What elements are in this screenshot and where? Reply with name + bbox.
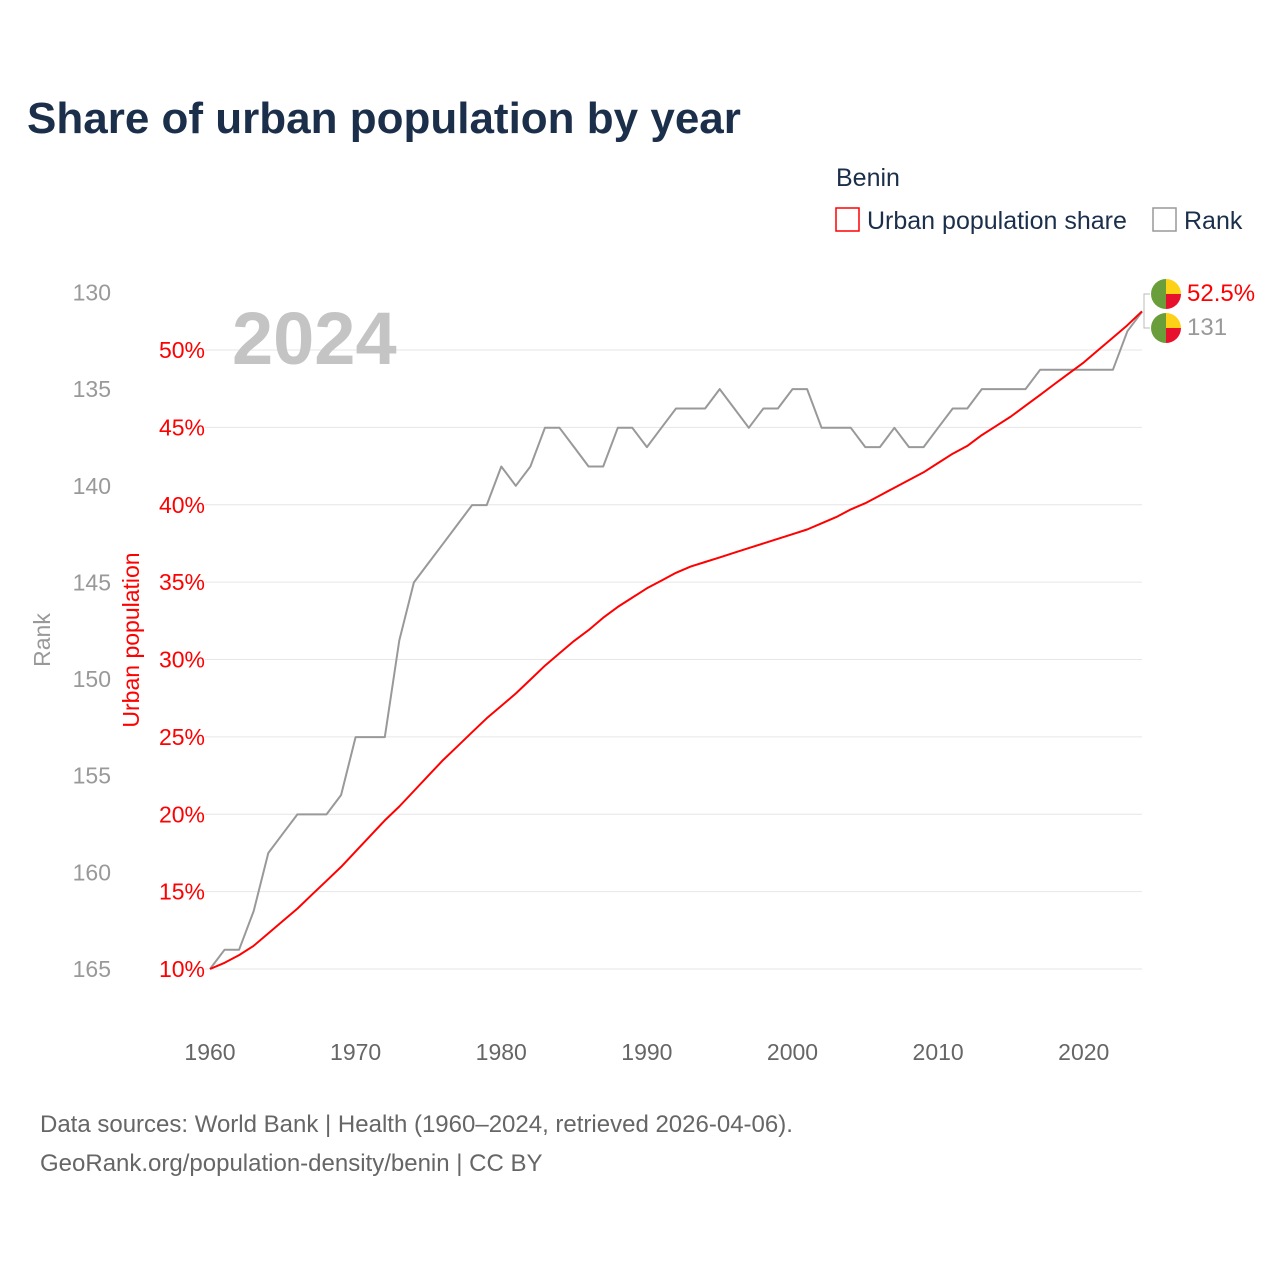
legend: Benin Urban population share Rank	[835, 164, 1243, 235]
pct-tick-label: 40%	[159, 492, 205, 518]
end-bracket	[1143, 293, 1150, 329]
legend-heading: Benin	[836, 164, 900, 192]
gridlines	[205, 349, 1142, 970]
rank-tick-label: 160	[73, 859, 111, 885]
year-tick-label: 1980	[476, 1039, 527, 1065]
end-label-rank: 131	[1187, 314, 1227, 341]
year-tick-label: 2000	[767, 1039, 818, 1065]
footer-attribution[interactable]: GeoRank.org/population-density/benin | C…	[40, 1150, 543, 1177]
rank-tick-label: 140	[73, 473, 111, 499]
rank-axis: 130 135 140 145 150 155 160 165	[73, 280, 111, 983]
rank-tick-label: 165	[73, 956, 111, 982]
chart-title: Share of urban population by year	[27, 94, 741, 143]
pct-tick-label: 20%	[159, 801, 205, 827]
footer-sources: Data sources: World Bank | Health (1960–…	[40, 1111, 793, 1138]
current-year-label: 2024	[232, 297, 397, 380]
rank-tick-label: 155	[73, 763, 111, 789]
year-tick-label: 1970	[330, 1039, 381, 1065]
legend-item-rank[interactable]: Rank	[1152, 207, 1243, 235]
pct-tick-label: 50%	[159, 337, 205, 363]
end-labels: 52.5% 131	[1143, 279, 1255, 343]
rank-tick-label: 130	[73, 280, 111, 306]
benin-flag-icon	[1151, 279, 1181, 309]
rank-tick-label: 145	[73, 569, 111, 595]
urban-axis-title: Urban population	[118, 552, 144, 727]
legend-label-rank: Rank	[1184, 207, 1243, 235]
pct-tick-label: 25%	[159, 724, 205, 750]
pct-tick-label: 35%	[159, 569, 205, 595]
year-tick-label: 1990	[621, 1039, 672, 1065]
pct-tick-label: 10%	[159, 956, 205, 982]
x-axis: 1960 1970 1980 1990 2000 2010 2020	[184, 1039, 1109, 1065]
rank-tick-label: 150	[73, 666, 111, 692]
year-tick-label: 2010	[913, 1039, 964, 1065]
benin-flag-icon	[1151, 313, 1181, 343]
end-label-share: 52.5%	[1187, 280, 1255, 307]
legend-swatch-rank	[1152, 207, 1177, 232]
rank-tick-label: 135	[73, 376, 111, 402]
rank-line	[209, 311, 1143, 970]
pct-axis: 10% 15% 20% 25% 30% 35% 40% 45% 50%	[159, 337, 205, 982]
rank-axis-title: Rank	[29, 613, 55, 667]
series	[209, 310, 1143, 970]
year-tick-label: 2020	[1058, 1039, 1109, 1065]
pct-tick-label: 15%	[159, 879, 205, 905]
legend-item-urban[interactable]: Urban population share	[835, 207, 1127, 235]
year-tick-label: 1960	[184, 1039, 235, 1065]
pct-tick-label: 45%	[159, 414, 205, 440]
legend-label-urban: Urban population share	[867, 207, 1127, 235]
legend-swatch-urban	[835, 207, 860, 232]
pct-tick-label: 30%	[159, 647, 205, 673]
